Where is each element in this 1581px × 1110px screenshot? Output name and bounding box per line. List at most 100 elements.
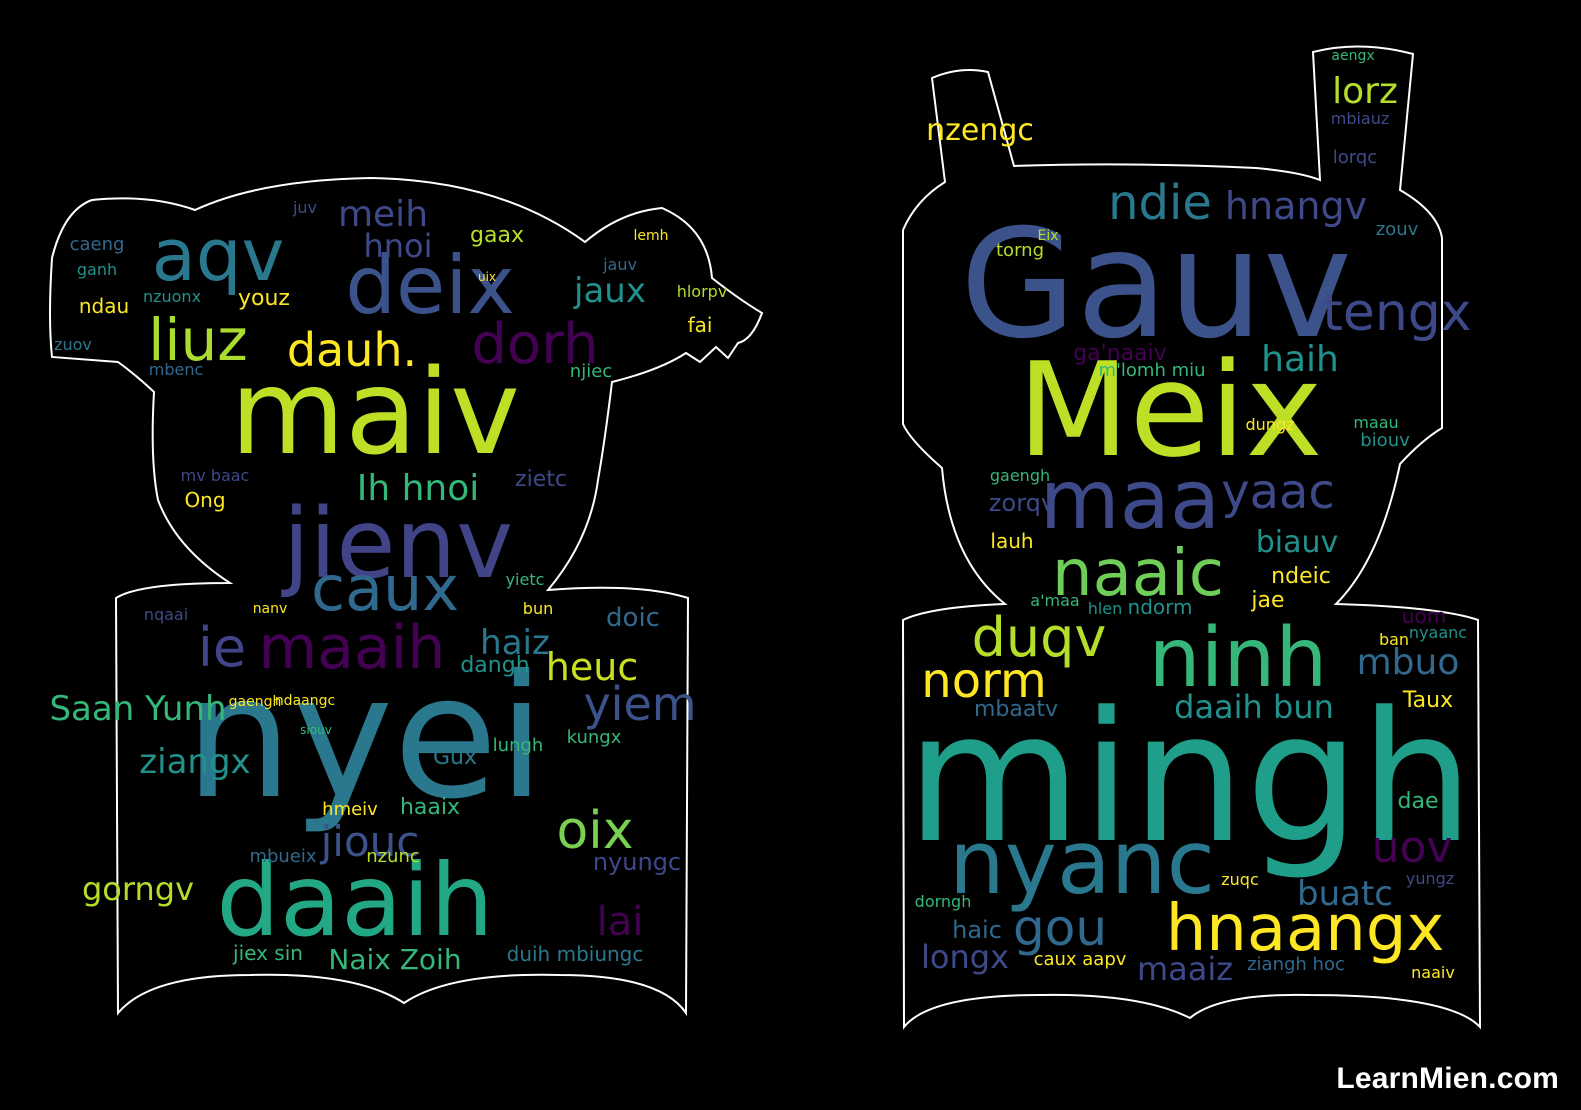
word-0-11: ie	[198, 616, 246, 679]
word-1-8: norm	[921, 653, 1046, 709]
word-1-10: gou	[1013, 899, 1107, 957]
word-0-20: yiem	[583, 677, 696, 731]
word-0-55: bun	[523, 599, 553, 618]
word-0-38: nzunc	[366, 846, 420, 867]
word-1-42: yungz	[1406, 869, 1454, 888]
word-1-40: biouv	[1360, 430, 1410, 451]
word-0-21: lai	[597, 899, 644, 945]
word-0-0: nyei	[185, 639, 545, 837]
word-0-59: ndaangc	[275, 693, 335, 709]
word-0-14: Ih hnoi	[357, 468, 480, 509]
word-0-39: duih mbiungc	[507, 942, 644, 966]
word-0-54: mbueix	[249, 846, 316, 867]
word-1-26: lauh	[990, 529, 1033, 553]
word-1-38: ga'naaiv	[1073, 341, 1167, 366]
word-1-29: Taux	[1402, 688, 1453, 713]
word-0-9: dauh.	[287, 323, 417, 377]
word-1-49: lorqc	[1333, 147, 1377, 168]
word-0-30: gaax	[470, 223, 524, 248]
word-1-18: daaih bun	[1174, 688, 1334, 726]
word-1-53: mbiauz	[1331, 109, 1390, 128]
word-0-26: nyungc	[593, 848, 681, 876]
word-0-23: Saan Yunh	[49, 689, 226, 729]
word-1-47: nyaanc	[1409, 623, 1467, 642]
word-1-41: dae	[1398, 789, 1439, 814]
word-0-48: njiec	[570, 361, 612, 382]
word-0-52: fai	[688, 313, 713, 337]
word-0-49: hlorpv	[677, 282, 728, 301]
word-1-19: buatc	[1297, 874, 1393, 914]
left-cloud-outline	[49, 176, 764, 1017]
word-1-12: tengx	[1322, 283, 1471, 343]
word-0-15: meih	[338, 194, 428, 235]
word-0-42: caeng	[70, 234, 125, 255]
word-0-27: doic	[606, 603, 660, 633]
word-1-33: hlen	[1088, 599, 1123, 618]
word-0-7: dorh	[471, 312, 598, 377]
word-1-14: hnangv	[1225, 184, 1367, 228]
word-1-31: mbaatv	[974, 697, 1058, 722]
word-1-21: maaiz	[1137, 950, 1233, 988]
word-0-28: dangh	[460, 653, 529, 678]
word-0-45: zuov	[54, 335, 92, 354]
word-1-15: haih	[1261, 339, 1339, 380]
word-1-27: ndeic	[1271, 564, 1331, 589]
word-1-20: longx	[921, 938, 1009, 976]
word-1-43: dorngh	[915, 892, 972, 911]
word-0-4: deix	[345, 239, 515, 332]
word-1-1: Meix	[1017, 334, 1322, 486]
word-1-13: ndie	[1108, 175, 1212, 231]
word-1-7: duqv	[972, 606, 1107, 669]
word-1-4: maa	[1040, 453, 1220, 548]
right-cloud-outline	[901, 45, 1482, 1030]
word-1-24: nzengc	[926, 113, 1034, 148]
word-0-56: nqaai	[144, 605, 188, 624]
word-0-40: jiex sin	[232, 941, 303, 965]
word-0-60: gaengh	[229, 694, 282, 710]
word-1-28: jae	[1250, 588, 1284, 613]
word-1-44: caux aapv	[1034, 949, 1127, 970]
word-1-36: Eix	[1037, 228, 1058, 244]
word-0-24: gorngv	[82, 870, 194, 908]
word-0-12: oix	[556, 801, 633, 861]
word-1-5: ninh	[1149, 611, 1328, 706]
word-0-13: jiouc	[320, 817, 420, 866]
word-0-34: haaix	[400, 795, 460, 820]
word-1-34: a'maa	[1030, 591, 1079, 610]
word-0-33: ndau	[79, 294, 129, 318]
word-0-47: mv baac	[181, 466, 250, 485]
word-1-45: ziangh hoc	[1247, 954, 1345, 975]
word-0-53: yietc	[506, 570, 545, 589]
word-0-29: youz	[238, 286, 290, 311]
word-1-23: lorz	[1332, 71, 1398, 112]
word-0-1: maiv	[230, 343, 520, 481]
word-1-51: dungz	[1246, 415, 1295, 434]
word-0-8: liuz	[148, 306, 247, 374]
word-0-18: haiz	[480, 623, 550, 663]
word-0-62: nanv	[253, 601, 288, 617]
word-0-61: siouv	[300, 723, 332, 737]
word-1-35: torng	[996, 240, 1044, 261]
word-0-2: daaih	[216, 842, 493, 959]
word-0-6: caux	[311, 552, 459, 625]
word-0-43: ganh	[77, 260, 117, 279]
word-0-5: aqv	[152, 213, 284, 297]
word-1-55: ban	[1379, 630, 1409, 649]
word-1-54: zuqc	[1221, 870, 1259, 889]
word-1-30: haic	[952, 916, 1002, 944]
word-0-57: juv	[292, 198, 317, 217]
word-1-25: zorqv	[989, 489, 1055, 517]
word-1-2: mingh	[906, 674, 1474, 883]
word-1-37: zouv	[1376, 219, 1419, 240]
word-1-48: maau	[1353, 413, 1398, 432]
word-1-0: Gauv	[960, 198, 1352, 372]
word-1-56: uom	[1402, 604, 1446, 628]
word-0-10: maaih	[259, 613, 446, 683]
word-0-44: nzuonx	[143, 287, 201, 306]
word-1-39: m'lomh miu	[1098, 360, 1205, 381]
word-1-32: ndorm	[1128, 595, 1193, 619]
